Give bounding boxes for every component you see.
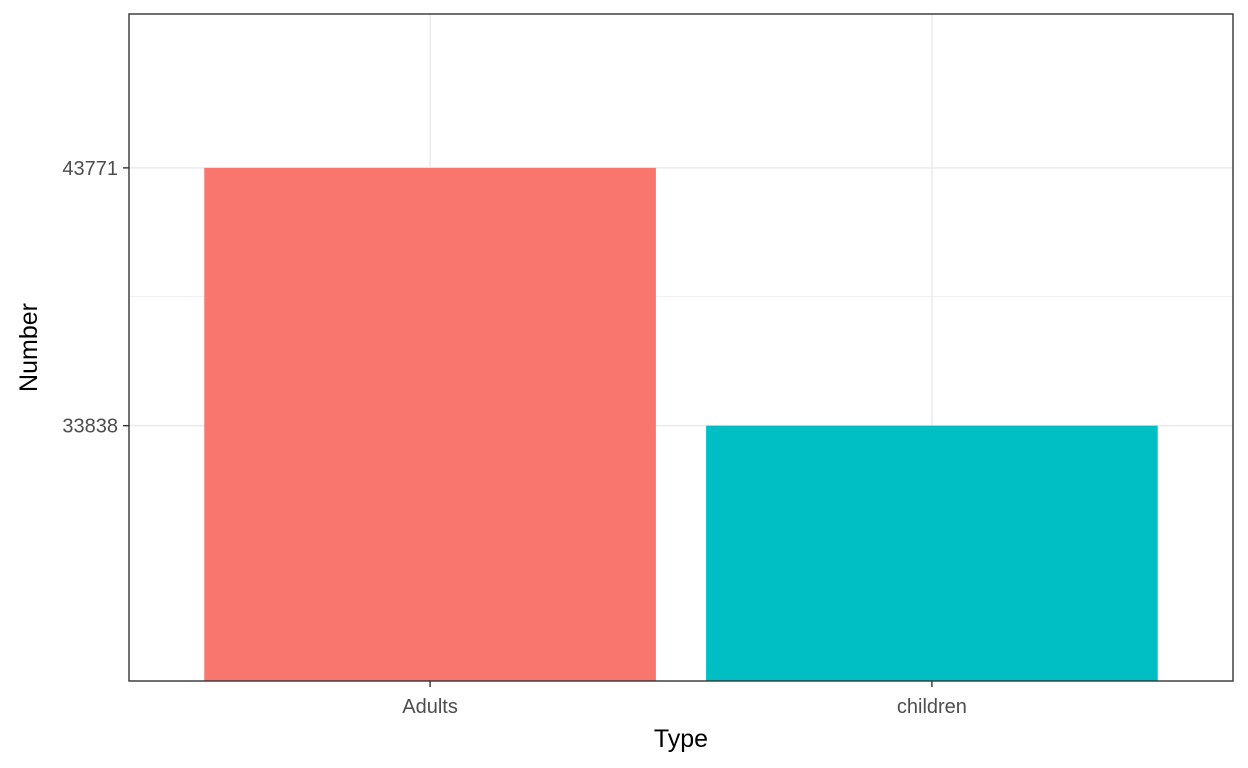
bar-adults <box>204 167 656 681</box>
bar-children <box>706 425 1158 681</box>
x-axis-title: Type <box>654 725 708 753</box>
y-tick-label: 33838 <box>62 416 118 438</box>
x-tick-label: Adults <box>402 696 458 718</box>
x-axis-ticks: Adults children <box>402 681 967 718</box>
y-axis-ticks: 33838 43771 <box>62 158 129 438</box>
x-tick-label: children <box>897 696 967 718</box>
bars <box>204 167 1158 681</box>
y-tick-label: 43771 <box>62 158 118 180</box>
y-axis-title: Number <box>15 303 43 392</box>
panel-border <box>128 13 1234 682</box>
